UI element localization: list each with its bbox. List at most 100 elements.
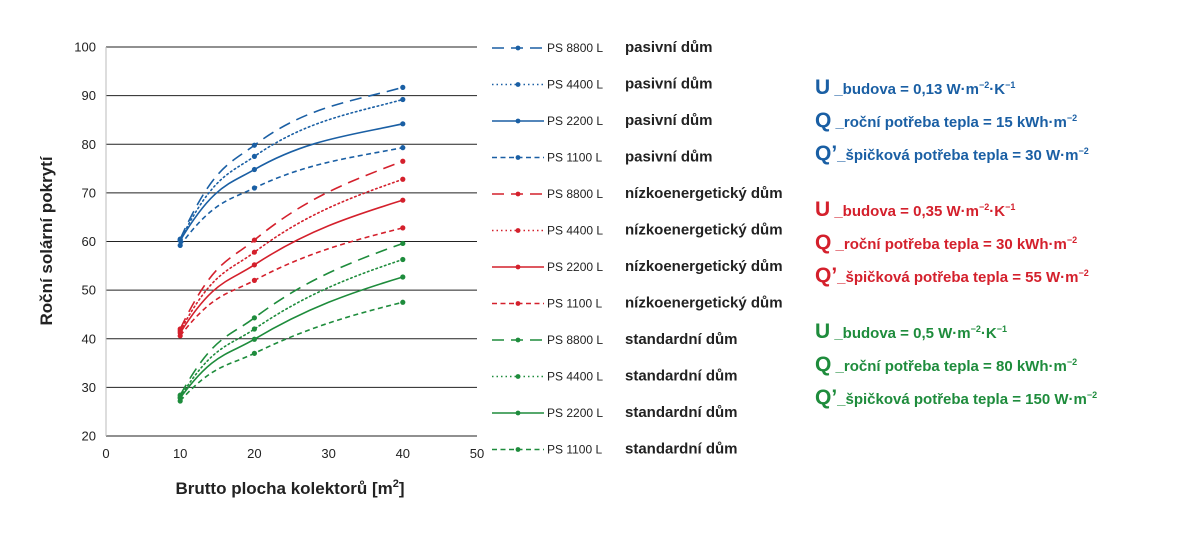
parameter-value: _roční potřeba tepla = 30 kWh·m−2 bbox=[831, 235, 1078, 253]
data-point bbox=[400, 84, 406, 90]
data-point bbox=[400, 197, 406, 203]
parameter-symbol: U bbox=[815, 320, 831, 343]
series-line-2 bbox=[179, 123, 403, 241]
data-point bbox=[400, 158, 406, 164]
parameter-exponent: −2 bbox=[1066, 113, 1078, 123]
legend-marker bbox=[515, 155, 521, 160]
parameter-symbol: U bbox=[815, 198, 831, 221]
x-tick-label: 30 bbox=[321, 446, 335, 461]
data-point bbox=[251, 326, 257, 332]
legend-series-name: PS 1100 L bbox=[547, 443, 602, 457]
y-tick-label: 80 bbox=[82, 137, 96, 152]
data-point bbox=[400, 121, 406, 127]
data-point bbox=[177, 333, 183, 339]
parameter-symbol: Q’ bbox=[815, 264, 838, 287]
parameter-text: _budova = 0,13 W·m bbox=[830, 81, 979, 98]
series-line-11 bbox=[179, 301, 403, 402]
legend-series-name: PS 1100 L bbox=[547, 297, 602, 311]
legend-marker bbox=[515, 82, 521, 87]
legend-marker bbox=[515, 191, 521, 197]
parameter-line: U _budova = 0,35 W·m−2·K−1 bbox=[815, 198, 1015, 222]
axes: 20 30 40 50 60 70 80 90 100 0 10 20 30 40 50 bbox=[74, 40, 484, 462]
legend-series-name: PS 4400 L bbox=[547, 224, 603, 238]
legend-marker bbox=[515, 228, 521, 233]
parameter-text: ·K bbox=[980, 325, 997, 342]
parameter-text: _roční potřeba tepla = 15 kWh·m bbox=[831, 114, 1067, 131]
legend-marker bbox=[515, 118, 521, 124]
legend-house-type: nízkoenergetický dům bbox=[625, 222, 783, 239]
parameter-text: _budova = 0,35 W·m bbox=[830, 203, 979, 220]
data-point bbox=[400, 145, 406, 151]
legend-series-name: PS 1100 L bbox=[547, 151, 602, 165]
x-tick-label: 20 bbox=[247, 446, 261, 461]
legend-house-type: standardní dům bbox=[625, 368, 738, 385]
series-line-9 bbox=[179, 258, 404, 398]
parameter-exponent: −2 bbox=[1066, 235, 1078, 245]
legend-marker bbox=[515, 374, 521, 379]
data-point bbox=[251, 315, 257, 321]
legend-house-type: pasivní dům bbox=[625, 112, 713, 129]
parameter-line: Q’_špičková potřeba tepla = 30 W·m−2 bbox=[815, 142, 1089, 166]
parameter-value: _budova = 0,35 W·m−2·K−1 bbox=[830, 202, 1016, 220]
y-tick-label: 20 bbox=[82, 429, 96, 444]
parameter-symbol: Q bbox=[815, 353, 832, 376]
x-tick-label: 50 bbox=[470, 446, 484, 461]
parameter-symbol: Q bbox=[815, 231, 832, 254]
parameter-text: _špičková potřeba tepla = 30 W·m bbox=[837, 147, 1079, 164]
parameter-exponent: −2 bbox=[978, 202, 990, 212]
y-axis-title: Roční solární pokrytí bbox=[37, 155, 56, 325]
data-point bbox=[251, 185, 257, 191]
y-tick-label: 70 bbox=[82, 185, 96, 200]
parameter-value: _budova = 0,5 W·m−2·K−1 bbox=[830, 324, 1007, 342]
legend-marker bbox=[515, 447, 521, 452]
data-point bbox=[400, 256, 406, 263]
legend-marker bbox=[515, 410, 521, 416]
legend-house-type: nízkoenergetický dům bbox=[625, 258, 783, 275]
x-axis-title: Brutto plocha kolektorů [m2] bbox=[175, 478, 404, 498]
x-axis-title-main: Brutto plocha kolektorů [m bbox=[175, 479, 392, 498]
y-tick-label: 60 bbox=[82, 234, 96, 249]
parameter-text: _špičková potřeba tepla = 55 W·m bbox=[837, 269, 1079, 286]
y-tick-label: 50 bbox=[82, 283, 96, 298]
parameter-exponent: −1 bbox=[996, 324, 1007, 334]
legend-series-name: PS 2200 L bbox=[547, 260, 603, 274]
data-point bbox=[400, 96, 406, 103]
parameter-line: Q _roční potřeba tepla = 30 kWh·m−2 bbox=[815, 231, 1077, 255]
x-tick-label: 10 bbox=[173, 446, 187, 461]
parameter-text: _roční potřeba tepla = 80 kWh·m bbox=[831, 358, 1067, 375]
parameter-exponent: −2 bbox=[1078, 268, 1089, 278]
data-point bbox=[251, 142, 257, 148]
parameter-exponent: −1 bbox=[1005, 202, 1016, 212]
legend-series-name: PS 2200 L bbox=[547, 114, 603, 128]
parameter-exponent: −1 bbox=[1005, 80, 1016, 90]
data-point bbox=[251, 336, 257, 342]
grid-lines bbox=[106, 46, 477, 437]
parameter-line: Q _roční potřeba tepla = 15 kWh·m−2 bbox=[815, 109, 1077, 133]
series-line-7 bbox=[179, 227, 403, 337]
parameter-text: _roční potřeba tepla = 30 kWh·m bbox=[831, 236, 1067, 253]
legend-house-type: pasivní dům bbox=[625, 39, 713, 56]
parameter-symbol: Q’ bbox=[815, 142, 838, 165]
x-tick-label: 0 bbox=[102, 446, 109, 461]
data-point bbox=[400, 240, 406, 247]
y-tick-label: 30 bbox=[82, 380, 96, 395]
legend-house-type: nízkoenergetický dům bbox=[625, 185, 783, 202]
legend-house-type: pasivní dům bbox=[625, 76, 713, 93]
parameter-exponent: −2 bbox=[1086, 390, 1098, 400]
parameter-line: Q’_špičková potřeba tepla = 150 W·m−2 bbox=[815, 386, 1097, 410]
data-point bbox=[400, 299, 406, 305]
parameter-symbol: Q bbox=[815, 109, 832, 132]
data-point bbox=[251, 153, 257, 160]
parameter-text: _špičková potřeba tepla = 150 W·m bbox=[837, 391, 1087, 408]
parameter-line: U _budova = 0,13 W·m−2·K−1 bbox=[815, 76, 1015, 100]
legend-house-type: standardní dům bbox=[625, 404, 738, 421]
parameter-exponent: −2 bbox=[978, 80, 990, 90]
parameter-symbol: U bbox=[815, 76, 831, 99]
parameter-value: _špičková potřeba tepla = 55 W·m−2 bbox=[837, 268, 1089, 286]
series-line-5 bbox=[179, 178, 404, 332]
data-point bbox=[400, 225, 406, 231]
series-line-6 bbox=[179, 199, 404, 334]
y-tick-label: 40 bbox=[82, 331, 96, 346]
